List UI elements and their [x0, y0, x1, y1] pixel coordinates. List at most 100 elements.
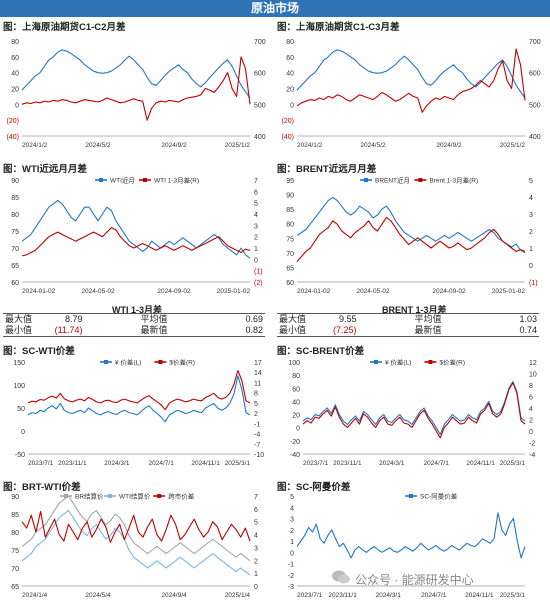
y-right-tick-label: 14 — [254, 370, 262, 377]
legend-label: WTI近月 — [110, 176, 135, 185]
legend-marker — [104, 360, 108, 364]
x-tick-label: 2024-01-02 — [297, 288, 331, 295]
y-left-tick-label: 0 — [290, 102, 294, 109]
y-left-tick-label: 70 — [11, 246, 19, 253]
x-tick-label: 2024/11/1 — [465, 592, 494, 599]
x-tick-label: 2023/7/1 — [28, 460, 54, 467]
legend-marker — [409, 494, 413, 498]
legend-label: $价差(R) — [439, 358, 465, 367]
x-tick-label: 2024/3/1 — [104, 460, 130, 467]
stat-max-value: 8.79 — [35, 313, 85, 325]
y-left-tick-label: 90 — [11, 494, 19, 501]
series-line-0 — [21, 49, 251, 99]
legend-marker — [158, 360, 163, 364]
series-line-1 — [27, 369, 251, 411]
y-right-tick-label: 7 — [254, 494, 258, 501]
chart-title-brent: 图：BRENT近远月月差 — [277, 164, 377, 175]
y-left-tick-label: 60 — [292, 386, 300, 393]
x-tick-label: 2023/7/1 — [297, 592, 323, 599]
wechat-icon — [332, 570, 350, 584]
y-right-tick-label: 11 — [254, 380, 261, 387]
series-line-1 — [21, 56, 251, 121]
x-tick-label: 2024/3/1 — [376, 592, 402, 599]
x-tick-label: 2024/3/1 — [379, 460, 405, 467]
legend-marker — [108, 494, 112, 498]
x-tick-label: 2023/11/1 — [328, 592, 357, 599]
y-right-tick-label: -7 — [254, 442, 260, 449]
y-right-tick-label: (1) — [529, 280, 538, 287]
y-right-tick-label: 400 — [529, 134, 541, 141]
y-right-tick-label: -10 — [254, 452, 264, 459]
y-left-tick-label: 75 — [11, 229, 19, 236]
y-right-tick-label: 12 — [529, 360, 537, 367]
series-line-1 — [296, 216, 526, 262]
stats-title-wti: WTI 1-3月差 — [112, 305, 163, 315]
x-tick-label: 2025-01-02 — [492, 288, 526, 295]
y-right-tick-label: 3 — [254, 223, 258, 230]
series-line-0 — [27, 375, 251, 423]
y-left-tick-label: (40) — [7, 134, 19, 141]
y-right-tick-label: (2) — [254, 280, 263, 287]
x-tick-label: 2024-09-02 — [157, 288, 191, 295]
y-right-tick-label: 2 — [529, 418, 533, 425]
y-right-tick-label: 5 — [254, 201, 258, 208]
stat-latest-value: 0.74 — [445, 325, 539, 337]
y-left-tick-label: (40) — [282, 134, 294, 141]
chart-brt-wti: 65 70 75 80 85 90 0 1 2 3 4 5 6 7 2024/1/4 2024/5/4 2024… — [11, 492, 258, 600]
y-left-tick-label: 85 — [11, 195, 19, 202]
legend-marker — [64, 494, 68, 498]
x-tick-label: 2024/5/2 — [85, 142, 111, 149]
x-tick-label: 2024/9/2 — [161, 142, 187, 149]
stats-title-brent: BRENT 1-3月差 — [382, 305, 447, 315]
y-left-tick-label: 85 — [286, 207, 294, 214]
series-line-1 — [21, 227, 251, 257]
stat-avg-label: 平均值 — [412, 313, 445, 325]
x-tick-label: 2024/1/4 — [22, 592, 48, 599]
x-tick-label: 2025/1/4 — [225, 592, 251, 599]
y-left-tick-label: 40 — [286, 71, 294, 78]
y-right-tick-label: 8 — [254, 391, 258, 398]
y-left-tick-label: 20 — [292, 413, 300, 420]
y-left-tick-label: 50 — [17, 406, 25, 413]
y-left-tick-label: 75 — [286, 236, 294, 243]
legend-label: SC-阿曼价差 — [420, 492, 458, 501]
y-right-tick-label: 400 — [254, 134, 266, 141]
stat-avg-label: 平均值 — [138, 313, 171, 325]
y-right-tick-label: 6 — [529, 395, 533, 402]
legend-label: ¥ 价差(L) — [385, 358, 411, 367]
legend-marker — [374, 360, 378, 364]
y-left-tick-label: 40 — [11, 71, 19, 78]
series-line-0 — [296, 196, 526, 254]
y-left-tick-label: 80 — [292, 373, 300, 380]
y-right-tick-label: 600 — [529, 71, 541, 78]
y-left-tick-label: 65 — [11, 584, 19, 591]
stats-table-brent: 最大值 9.55 平均值 1.03 最小值 (7.25) 最新值 0.74 — [277, 313, 539, 337]
chart-sc-oman: -3 -2 -1 0 1 2 3 4 5 2023/7/1 2023/11/1 2024/3/1 202… — [288, 492, 526, 599]
stat-latest-value: 0.82 — [171, 325, 265, 337]
x-tick-label: 2024/5/2 — [360, 142, 386, 149]
y-left-tick-label: 80 — [11, 39, 19, 46]
y-left-tick-label: -3 — [288, 584, 294, 591]
y-left-tick-label: -50 — [15, 452, 25, 459]
y-left-tick-label: 20 — [286, 87, 294, 94]
legend-label: WTI 1-3月差(R) — [154, 176, 199, 185]
x-tick-label: 2025/1/2 — [225, 142, 251, 149]
y-right-tick-label: 6 — [254, 189, 258, 196]
y-right-tick-label: 0 — [254, 584, 258, 591]
stat-avg-value: 0.69 — [171, 313, 265, 325]
y-left-tick-label: 0 — [290, 550, 294, 557]
stat-min-label: 最小值 — [277, 325, 310, 337]
legend-marker — [418, 178, 423, 182]
x-tick-label: 2025/3/1 — [500, 592, 526, 599]
chart-title-sc-brent: 图：SC-BRENT价差 — [277, 346, 365, 357]
y-left-tick-label: 100 — [288, 360, 300, 367]
legend-marker — [99, 178, 103, 182]
y-right-tick-label: 4 — [529, 195, 533, 202]
y-right-tick-label: -4 — [254, 432, 260, 439]
x-tick-label: 2024/1/2 — [22, 142, 48, 149]
stat-max-label: 最大值 — [3, 313, 36, 325]
series-line-0 — [296, 49, 526, 99]
series-line-2 — [21, 510, 251, 543]
y-right-tick-label: 700 — [529, 39, 541, 46]
x-tick-label: 2024/1/2 — [297, 142, 323, 149]
